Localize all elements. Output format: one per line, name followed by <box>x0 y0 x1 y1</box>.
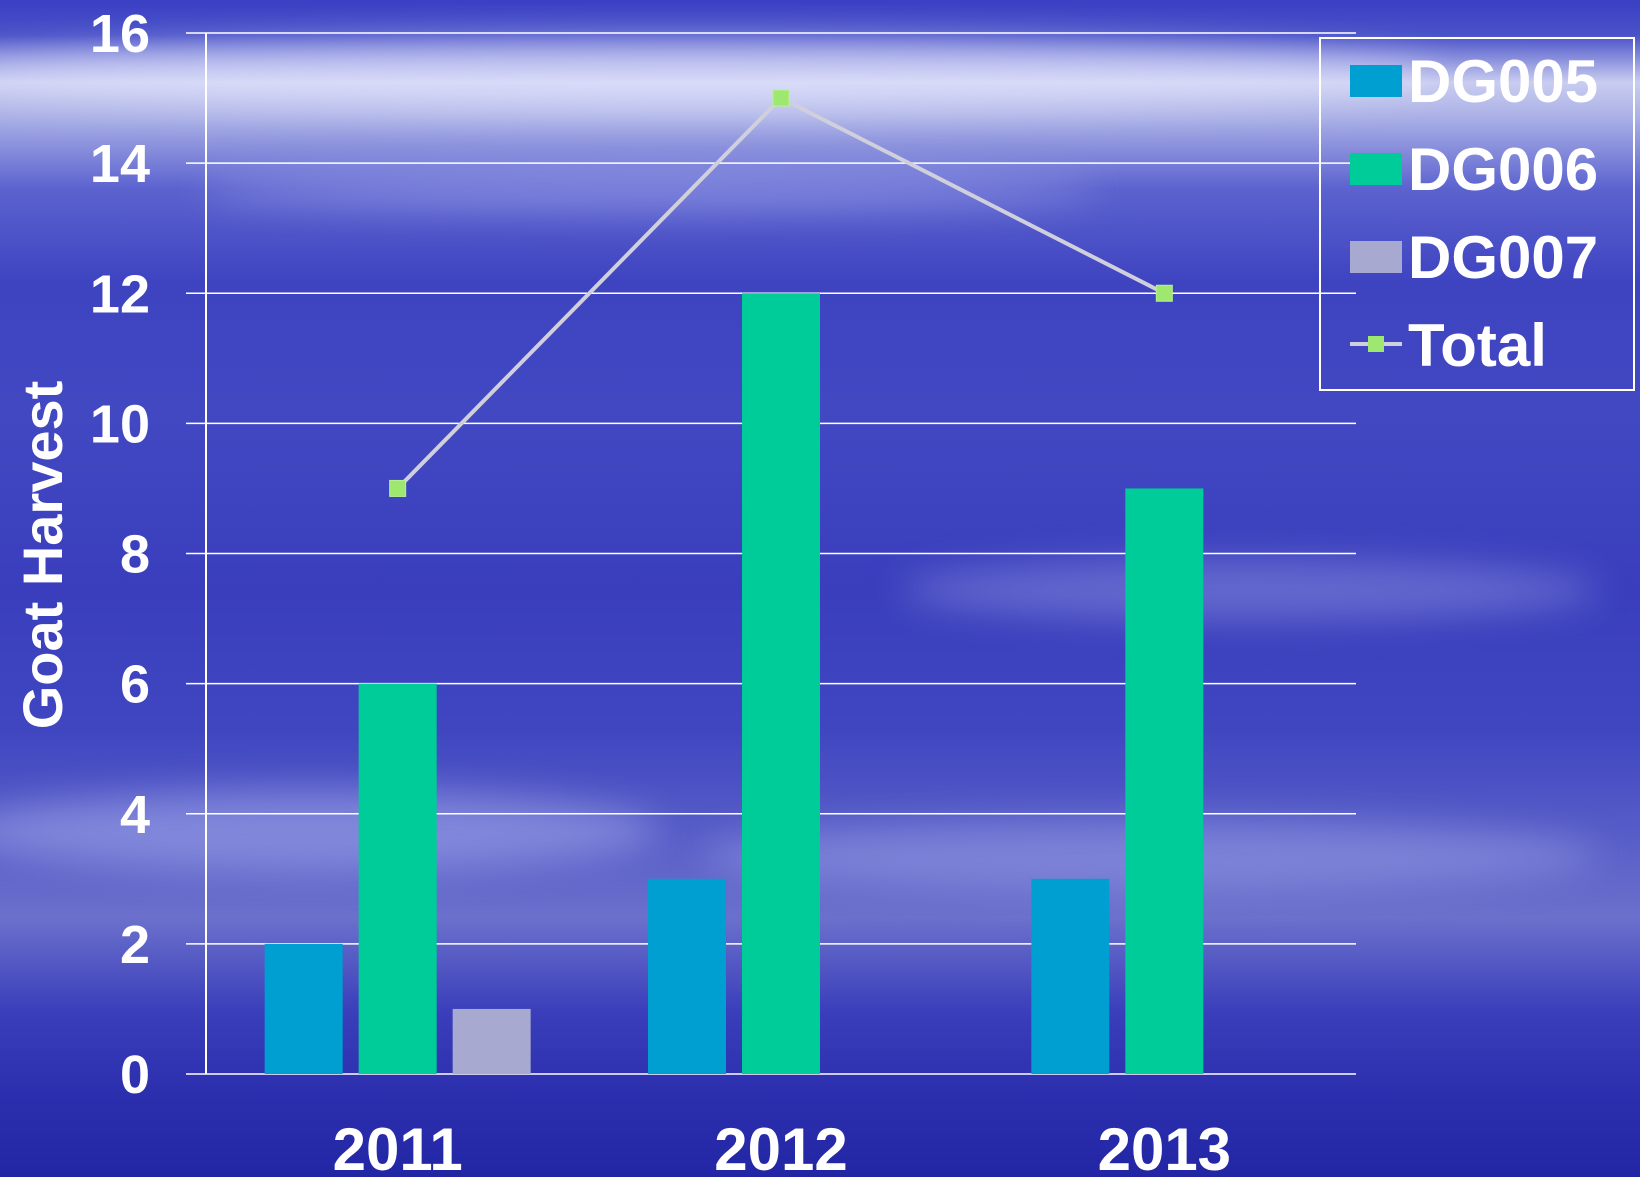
y-tick-label: 0 <box>120 1045 150 1105</box>
legend-label-dg005: DG005 <box>1408 48 1598 115</box>
x-tick-label: 2011 <box>333 1116 463 1177</box>
y-tick-label: 12 <box>90 264 150 324</box>
y-tick-labels: 0 2 4 6 8 10 12 14 16 <box>90 4 150 1105</box>
x-tick-labels: 2011 2012 2013 <box>333 1116 1231 1177</box>
bar-dg007-2011 <box>452 1008 531 1074</box>
legend-swatch-dg005 <box>1350 65 1402 97</box>
y-tick-label: 8 <box>120 525 150 585</box>
y-tick-label: 14 <box>90 134 150 194</box>
y-tick-label: 6 <box>120 655 150 715</box>
y-axis-label: Goat Harvest <box>11 381 74 730</box>
total-marker-2013 <box>1155 284 1173 302</box>
bar-dg006-2013 <box>1125 488 1204 1074</box>
bars <box>264 293 1204 1074</box>
legend: DG005 DG006 DG007 Total <box>1319 37 1635 391</box>
y-tick-label: 10 <box>90 394 150 454</box>
bar-dg006-2011 <box>358 683 437 1074</box>
x-tick-label: 2012 <box>714 1116 847 1177</box>
y-tick-label: 16 <box>90 4 150 64</box>
legend-box <box>1319 37 1635 391</box>
bar-dg005-2011 <box>264 943 343 1074</box>
y-tick-label: 4 <box>120 785 150 845</box>
legend-label-total: Total <box>1408 312 1547 379</box>
legend-label-dg006: DG006 <box>1408 136 1598 203</box>
bar-dg005-2012 <box>648 878 726 1074</box>
legend-swatch-dg007 <box>1350 241 1402 273</box>
total-marker-2012 <box>772 89 790 107</box>
bar-dg006-2012 <box>742 293 820 1074</box>
total-marker-2011 <box>389 479 407 497</box>
legend-marker-total <box>1368 336 1384 352</box>
legend-swatch-dg006 <box>1350 153 1402 185</box>
legend-label-dg007: DG007 <box>1408 224 1598 291</box>
total-line <box>389 89 1173 497</box>
y-tick-label: 2 <box>120 915 150 975</box>
x-tick-label: 2013 <box>1098 1116 1231 1177</box>
bar-dg005-2013 <box>1031 878 1110 1074</box>
